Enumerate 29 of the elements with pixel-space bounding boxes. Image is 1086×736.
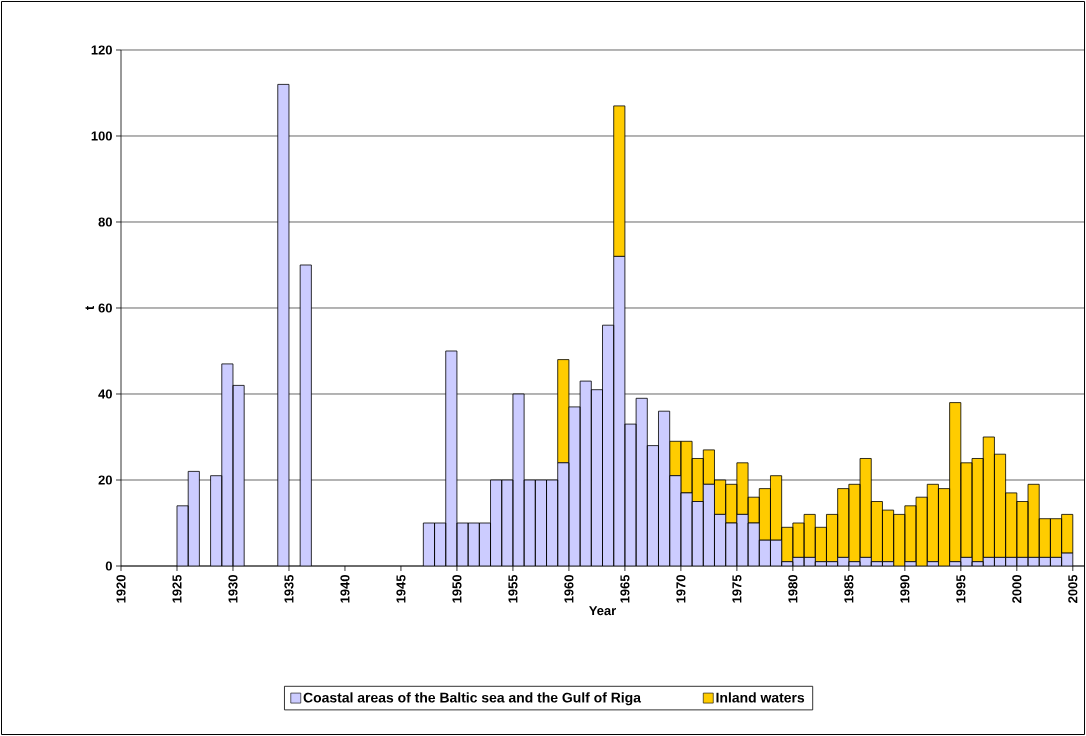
x-tick-label: 2005 bbox=[1068, 574, 1078, 603]
x-tick-label: 1940 bbox=[340, 575, 350, 603]
x-tick-label: 2000 bbox=[1012, 575, 1022, 603]
x-tick-label: 1925 bbox=[172, 574, 182, 603]
y-tick-label: 20 bbox=[98, 475, 112, 485]
x-tick-label: 1955 bbox=[508, 574, 518, 603]
x-tick-label: 1995 bbox=[956, 574, 966, 603]
y-tick-label: 100 bbox=[91, 131, 112, 141]
y-tick-label: 40 bbox=[98, 389, 112, 399]
x-tick-label: 1930 bbox=[228, 575, 238, 603]
y-axis-title: t bbox=[85, 306, 95, 310]
x-tick-label: 1920 bbox=[116, 575, 126, 603]
x-tick-label: 1985 bbox=[844, 574, 854, 603]
legend-label: Coastal areas of the Baltic sea and the Gulf of Riga bbox=[303, 692, 642, 706]
x-tick-label: 1980 bbox=[788, 575, 798, 603]
x-tick-label: 1935 bbox=[284, 574, 294, 603]
y-tick-label: 0 bbox=[105, 561, 112, 571]
x-axis-title: Year bbox=[589, 606, 616, 616]
x-tick-label: 1975 bbox=[732, 574, 742, 603]
y-tick-label: 60 bbox=[98, 303, 112, 313]
x-tick-label: 1990 bbox=[900, 575, 910, 603]
x-tick-label: 1960 bbox=[564, 575, 574, 603]
y-tick-label: 80 bbox=[98, 217, 112, 227]
x-tick-label: 1945 bbox=[396, 574, 406, 603]
y-tick-label: 120 bbox=[91, 45, 112, 55]
x-tick-label: 1970 bbox=[676, 575, 686, 603]
x-tick-label: 1950 bbox=[452, 575, 462, 603]
x-tick-label: 1965 bbox=[620, 574, 630, 603]
legend-label: Inland waters bbox=[716, 692, 805, 703]
